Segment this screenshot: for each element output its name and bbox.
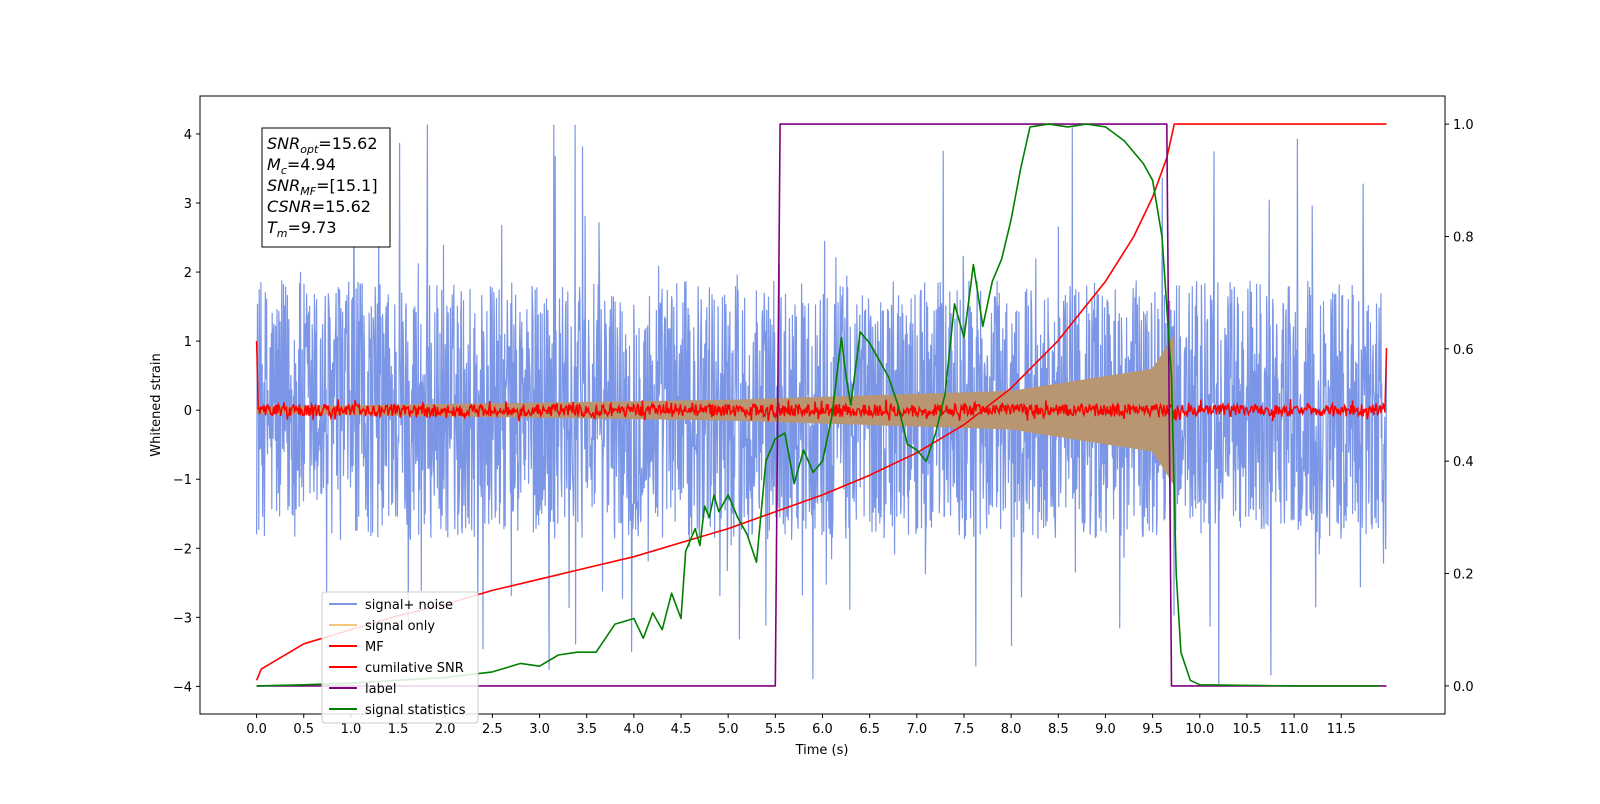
legend-label: signal+ noise xyxy=(365,598,453,613)
y2-tick-label: 0.6 xyxy=(1453,343,1474,358)
legend-frame xyxy=(321,591,479,724)
y-tick-label: 4 xyxy=(184,128,192,143)
x-tick-label: 6.0 xyxy=(812,722,833,737)
x-tick-label: 9.5 xyxy=(1142,722,1163,737)
stats-snr-opt-subscript: opt xyxy=(300,143,319,156)
stats-snr-mf-subscript: MF xyxy=(300,185,316,198)
stats-mc-symbol: M xyxy=(267,155,281,174)
legend-label: signal statistics xyxy=(365,703,466,718)
y-axis-label: Whitened strain xyxy=(149,353,164,456)
stats-tm: Tm=9.73 xyxy=(267,218,337,240)
legend-label: label xyxy=(365,682,396,697)
series-mf xyxy=(255,341,1388,422)
x-tick-label: 7.5 xyxy=(954,722,975,737)
x-tick-label: 10.0 xyxy=(1185,722,1214,737)
x-tick-label: 5.5 xyxy=(765,722,786,737)
series-signal-statistics xyxy=(256,123,1379,687)
x-tick-label: 1.5 xyxy=(388,722,409,737)
legend: signal+ noise signal only MF cumilative SNR… xyxy=(321,591,479,724)
stats-tm-subscript: m xyxy=(277,227,288,240)
x-tick-label: 8.5 xyxy=(1048,722,1069,737)
y-tick-label: −2 xyxy=(173,542,192,557)
stats-snr-opt-symbol: SNR xyxy=(267,134,300,153)
y-tick-label: 1 xyxy=(184,335,192,350)
stats-mc-subscript: c xyxy=(281,164,287,177)
x-tick-label: 11.0 xyxy=(1280,722,1309,737)
stats-tm-value: =9.73 xyxy=(288,218,337,237)
stats-csnr-symbol: CSNR xyxy=(267,197,312,216)
legend-label: signal only xyxy=(365,619,435,634)
stats-snr-mf-value: =[15.1] xyxy=(316,176,378,195)
stats-snr-mf: SNRMF=[15.1] xyxy=(267,176,378,198)
stats-snr-opt-value: =15.62 xyxy=(318,134,377,153)
stats-box: SNRopt=15.62 Mc=4.94 SNRMF=[15.1] CSNR=1… xyxy=(261,127,391,248)
legend-label: MF xyxy=(365,640,384,655)
label-line xyxy=(256,123,1387,687)
stats-box-frame xyxy=(261,127,391,248)
x-tick-label: 3.5 xyxy=(576,722,597,737)
x-tick-label: 9.0 xyxy=(1095,722,1116,737)
y2-tick-label: 0.0 xyxy=(1453,680,1474,695)
x-axis-label: Time (s) xyxy=(795,743,849,758)
legend-items: signal+ noise signal only MF cumilative SNR… xyxy=(329,598,466,718)
x-tick-label: 3.0 xyxy=(529,722,550,737)
series-label xyxy=(256,123,1387,687)
x-tick-label: 6.5 xyxy=(859,722,880,737)
y-tick-label: −4 xyxy=(173,680,192,695)
x-tick-label: 11.5 xyxy=(1327,722,1356,737)
x-tick-label: 2.5 xyxy=(482,722,503,737)
x-tick-label: 10.5 xyxy=(1232,722,1261,737)
stats-csnr-value: =15.62 xyxy=(312,197,371,216)
y2-tick-label: 1.0 xyxy=(1453,118,1474,133)
y-tick-label: 2 xyxy=(184,266,192,281)
stats-snr-opt: SNRopt=15.62 xyxy=(267,134,378,156)
y-tick-label: 3 xyxy=(184,197,192,212)
y2-tick-label: 0.8 xyxy=(1453,230,1474,245)
stats-mc-value: =4.94 xyxy=(287,155,336,174)
y2-tick-label: 0.2 xyxy=(1453,568,1474,583)
mf-line xyxy=(255,341,1388,422)
y2-tick-label: 0.4 xyxy=(1453,455,1474,470)
y-tick-label: −3 xyxy=(173,611,192,626)
signal-statistics-line xyxy=(256,123,1379,687)
y-tick-label: −1 xyxy=(173,473,192,488)
x-tick-label: 2.0 xyxy=(435,722,456,737)
x-tick-label: 0.5 xyxy=(293,722,314,737)
x-tick-label: 7.0 xyxy=(906,722,927,737)
x-tick-label: 1.0 xyxy=(341,722,362,737)
y-tick-label: 0 xyxy=(184,404,192,419)
x-tick-label: 4.5 xyxy=(671,722,692,737)
y-axis-left-ticks: −4 −3 −2 −1 0 1 2 3 4 xyxy=(173,128,200,695)
stats-snr-mf-symbol: SNR xyxy=(267,176,300,195)
x-tick-label: 8.0 xyxy=(1001,722,1022,737)
stats-csnr: CSNR=15.62 xyxy=(267,197,371,216)
x-tick-label: 4.0 xyxy=(624,722,645,737)
y-axis-right-ticks: 0.0 0.2 0.4 0.6 0.8 1.0 xyxy=(1445,118,1474,695)
stats-tm-symbol: T xyxy=(267,218,278,237)
x-tick-label: 0.0 xyxy=(246,722,267,737)
x-tick-label: 5.0 xyxy=(718,722,739,737)
x-axis-ticks: 0.0 0.5 1.0 1.5 2.0 2.5 3.0 3.5 4.0 4.5 5.0 5.5 6.0 6… xyxy=(246,714,1356,737)
legend-label: cumilative SNR xyxy=(365,661,464,676)
stats-mc: Mc=4.94 xyxy=(267,155,336,177)
